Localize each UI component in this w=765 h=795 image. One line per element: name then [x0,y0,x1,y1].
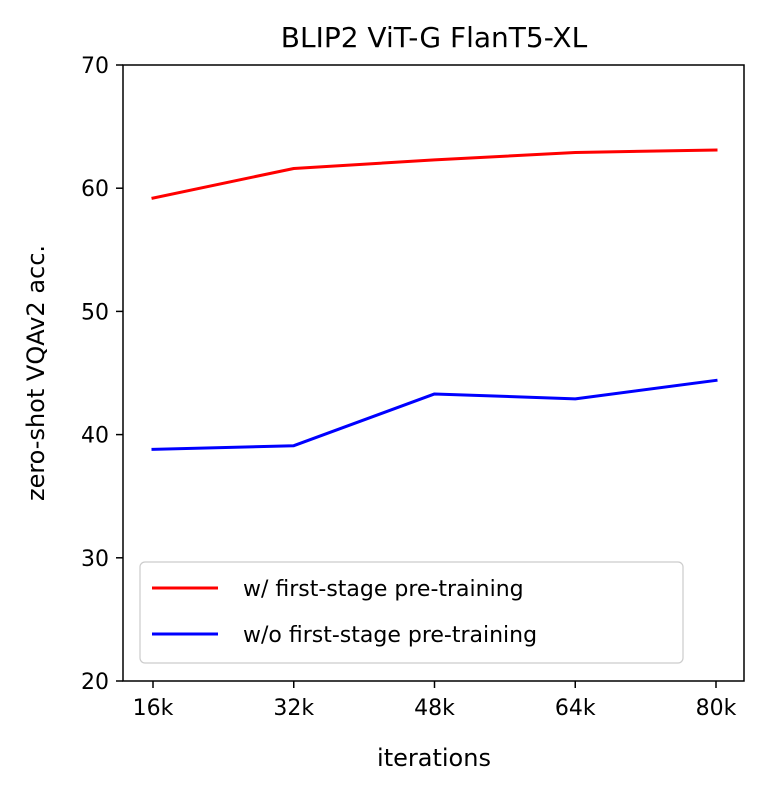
legend-label-1: w/ first-stage pre-training [243,577,524,602]
y-tick-label: 60 [81,177,109,202]
x-axis-label: iterations [377,744,491,772]
y-tick-label: 40 [81,424,109,449]
y-tick-label: 70 [81,54,109,79]
x-tick-label: 80k [696,696,737,721]
legend-box [139,561,684,664]
y-tick-label: 20 [81,670,109,695]
x-tick-label: 32k [273,696,314,721]
plot-layer [151,148,718,451]
legend-label-2: w/o first-stage pre-training [243,623,537,648]
plot-frame [122,64,745,682]
legend: w/ first-stage pre-training w/o first-sta… [139,561,684,664]
series-line-1 [151,148,718,200]
y-tick-label: 50 [81,300,109,325]
y-axis-label: zero-shot VQAv2 acc. [22,245,50,501]
x-tick-label: 64k [555,696,596,721]
series-line-2 [151,378,718,451]
ticks-layer: 16k 32k 48k 64k 80k 20 30 40 50 60 70 [81,54,737,721]
y-tick-label: 30 [81,547,109,572]
x-tick-label: 16k [133,696,174,721]
chart-title: BLIP2 ViT-G FlanT5-XL [281,21,588,54]
x-tick-label: 48k [414,696,455,721]
